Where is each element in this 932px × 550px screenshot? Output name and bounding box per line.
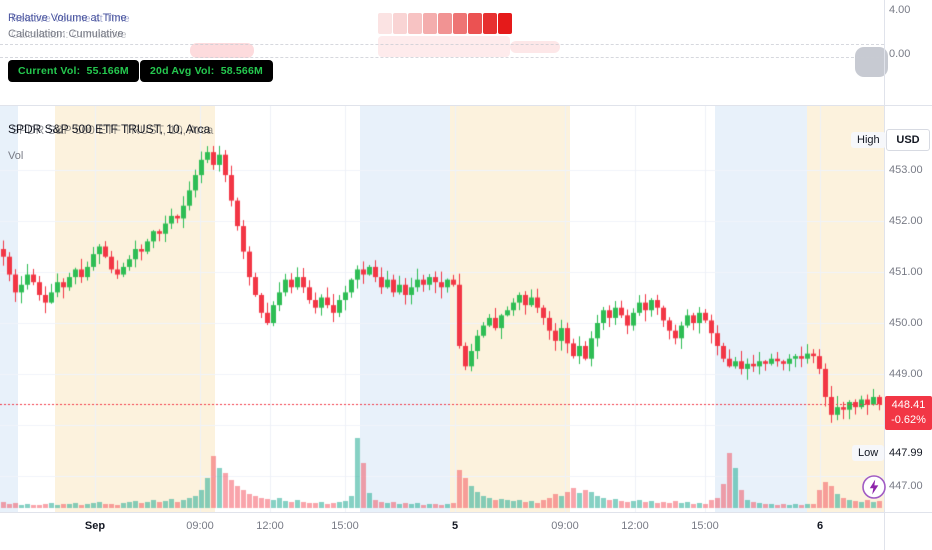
pane-separator[interactable]: [0, 105, 932, 106]
price-axis-label[interactable]: 451.00: [889, 266, 923, 278]
currency-usd-button[interactable]: USD: [886, 129, 930, 151]
avg-volume-badge: 20d Avg Vol: 58.566M: [140, 60, 273, 82]
heatmap-cell: [468, 13, 482, 34]
low-label: Low: [852, 445, 885, 461]
indicator-shape: [378, 36, 510, 57]
rvol-heatmap: [378, 13, 512, 34]
last-price-value: 448.41: [891, 399, 926, 411]
lightning-bolt-icon: [862, 475, 886, 499]
last-price-badge: 448.41 -0.62%: [885, 396, 932, 430]
indicator-subtitle: Calculation: Cumulative Calculation: Cum…: [8, 28, 127, 41]
time-axis-label[interactable]: 5: [451, 520, 459, 532]
indicator-title[interactable]: Relative Volume at Time Relative Volume …: [8, 12, 130, 25]
indicator-axis-label[interactable]: 0.00: [889, 48, 911, 60]
time-axis-label[interactable]: 12:00: [256, 520, 284, 532]
indicator-shape: [855, 47, 888, 77]
low-value: 447.99: [889, 447, 923, 459]
heatmap-cell: [453, 13, 467, 34]
indicator-subtitle-ghost: Calculation: Cumulative: [11, 29, 127, 41]
time-axis-separator: [0, 512, 932, 513]
indicator-shape: [510, 41, 560, 53]
time-axis-label[interactable]: Sep: [84, 520, 106, 532]
high-label: High: [851, 132, 886, 148]
last-price-change: -0.62%: [891, 414, 926, 426]
time-axis-label[interactable]: 09:00: [551, 520, 579, 532]
time-axis-label[interactable]: 12:00: [621, 520, 649, 532]
volume-indicator-label[interactable]: Vol: [8, 150, 24, 162]
indicator-level-line: [0, 44, 884, 45]
indicator-axis-label[interactable]: 4.00: [889, 4, 911, 16]
price-axis-label[interactable]: 452.00: [889, 215, 923, 227]
heatmap-cell: [423, 13, 437, 34]
indicator-shape: [190, 43, 254, 58]
heatmap-cell: [378, 13, 392, 34]
heatmap-cell: [498, 13, 512, 34]
lightning-bolt-button[interactable]: [861, 474, 887, 500]
time-axis-label[interactable]: 15:00: [331, 520, 359, 532]
heatmap-cell: [393, 13, 407, 34]
price-axis-border: [884, 0, 885, 550]
time-axis-label[interactable]: 6: [816, 520, 824, 532]
time-axis[interactable]: [0, 512, 932, 550]
heatmap-cell: [408, 13, 422, 34]
indicator-level-line: [0, 57, 884, 58]
heatmap-cell: [438, 13, 452, 34]
indicator-title-ghost: Relative Volume at Time: [11, 13, 130, 25]
price-axis-label[interactable]: 453.00: [889, 164, 923, 176]
symbol-title-ghost: SPDR S&P 500 ETF TRUST, 10, Arca: [11, 123, 214, 137]
time-axis-label[interactable]: 09:00: [186, 520, 214, 532]
price-axis-label[interactable]: 449.00: [889, 368, 923, 380]
current-volume-badge: Current Vol: 55.166M: [8, 60, 139, 82]
time-axis-label[interactable]: 15:00: [691, 520, 719, 532]
price-axis-label[interactable]: 450.00: [889, 317, 923, 329]
candlestick-chart[interactable]: [0, 105, 884, 512]
heatmap-cell: [483, 13, 497, 34]
symbol-title[interactable]: SPDR S&P 500 ETF TRUST, 10, Arca SPDR S&…: [8, 122, 214, 137]
price-axis-label[interactable]: 447.00: [889, 480, 923, 492]
